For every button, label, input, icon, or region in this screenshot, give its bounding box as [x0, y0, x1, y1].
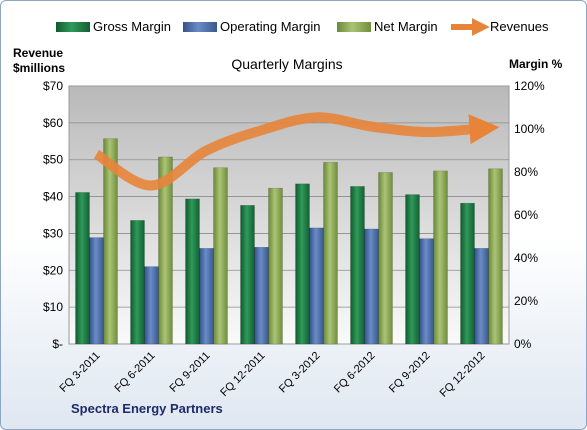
- x-category-label: FQ 3-2012: [277, 350, 323, 396]
- bar-net-margin: [158, 156, 173, 345]
- bar-net-margin: [268, 187, 283, 345]
- right-tick-label: 60%: [514, 208, 538, 222]
- left-tick-label: $60: [43, 116, 63, 130]
- left-tick-label: $-: [52, 337, 63, 351]
- legend-label-net-margin: Net Margin: [374, 19, 438, 34]
- legend-item-gross-margin: Gross Margin: [56, 19, 171, 34]
- legend-swatch-gross-margin: [56, 22, 90, 32]
- bar-net-margin: [103, 138, 118, 345]
- bar-gross-margin: [130, 220, 145, 345]
- bars: [75, 138, 503, 345]
- bar-operating-margin: [199, 248, 214, 345]
- bar-gross-margin: [350, 186, 365, 345]
- bar-net-margin: [213, 167, 228, 345]
- legend-item-revenues: Revenues: [451, 18, 549, 36]
- left-tick-label: $30: [43, 226, 63, 240]
- revenues-line: [93, 112, 500, 191]
- left-axis-label-line1: Revenue: [13, 46, 63, 60]
- x-category-label: FQ 9-2011: [168, 350, 213, 395]
- left-axis-ticks: $- $10 $20 $30 $40 $50 $60 $70: [43, 79, 63, 351]
- bar-gross-margin: [405, 194, 420, 345]
- x-category-label: FQ 9-2012: [387, 350, 433, 396]
- right-tick-label: 100%: [514, 122, 545, 136]
- x-category-label: FQ 12-2011: [218, 350, 267, 399]
- bar-operating-margin: [89, 237, 104, 345]
- right-tick-label: 40%: [514, 251, 538, 265]
- bar-gross-margin: [295, 183, 310, 345]
- x-category-label: FQ 6-2012: [332, 350, 378, 396]
- bar-operating-margin: [474, 248, 489, 345]
- x-category-label: FQ 3-2011: [58, 350, 103, 395]
- bar-operating-margin: [254, 247, 269, 345]
- right-axis-ticks: 0% 20% 40% 60% 80% 100% 120%: [514, 79, 545, 351]
- bar-operating-margin: [309, 227, 324, 345]
- revenue-line: [93, 112, 500, 191]
- left-axis-label-line2: $millions: [13, 61, 65, 75]
- bar-net-margin: [378, 172, 393, 345]
- bar-gross-margin: [460, 202, 475, 345]
- chart-title: Quarterly Margins: [231, 56, 342, 72]
- bar-net-margin: [488, 168, 503, 345]
- right-tick-label: 80%: [514, 165, 538, 179]
- legend: Gross Margin Operating Margin Net Margin…: [56, 18, 549, 36]
- bar-net-margin: [433, 170, 448, 345]
- legend-item-operating-margin: Operating Margin: [183, 19, 320, 34]
- right-tick-label: 20%: [514, 294, 538, 308]
- legend-label-operating-margin: Operating Margin: [220, 19, 320, 34]
- bar-gross-margin: [185, 198, 200, 345]
- bar-net-margin: [323, 162, 338, 345]
- left-tick-label: $20: [43, 263, 63, 277]
- left-tick-label: $70: [43, 79, 63, 93]
- bar-operating-margin: [364, 228, 379, 345]
- legend-label-revenues: Revenues: [490, 19, 549, 34]
- bar-gross-margin: [75, 192, 90, 345]
- left-tick-label: $40: [43, 190, 63, 204]
- bar-gross-margin: [240, 205, 255, 345]
- x-axis-categories: FQ 3-2011 FQ 6-2011 FQ 9-2011 FQ 12-2011 FQ …: [58, 350, 488, 400]
- legend-swatch-operating-margin: [183, 22, 217, 32]
- legend-swatch-net-margin: [337, 22, 371, 32]
- left-tick-label: $50: [43, 153, 63, 167]
- legend-label-gross-margin: Gross Margin: [93, 19, 171, 34]
- left-tick-label: $10: [43, 300, 63, 314]
- bar-operating-margin: [144, 266, 159, 345]
- x-category-label: FQ 6-2011: [113, 350, 158, 395]
- right-axis-label: Margin %: [509, 57, 563, 71]
- source-label: Spectra Energy Partners: [71, 401, 223, 416]
- x-category-label: FQ 12-2012: [438, 350, 488, 400]
- legend-item-net-margin: Net Margin: [337, 19, 438, 34]
- right-tick-label: 0%: [514, 337, 532, 351]
- right-tick-label: 120%: [514, 79, 545, 93]
- bar-operating-margin: [419, 238, 434, 345]
